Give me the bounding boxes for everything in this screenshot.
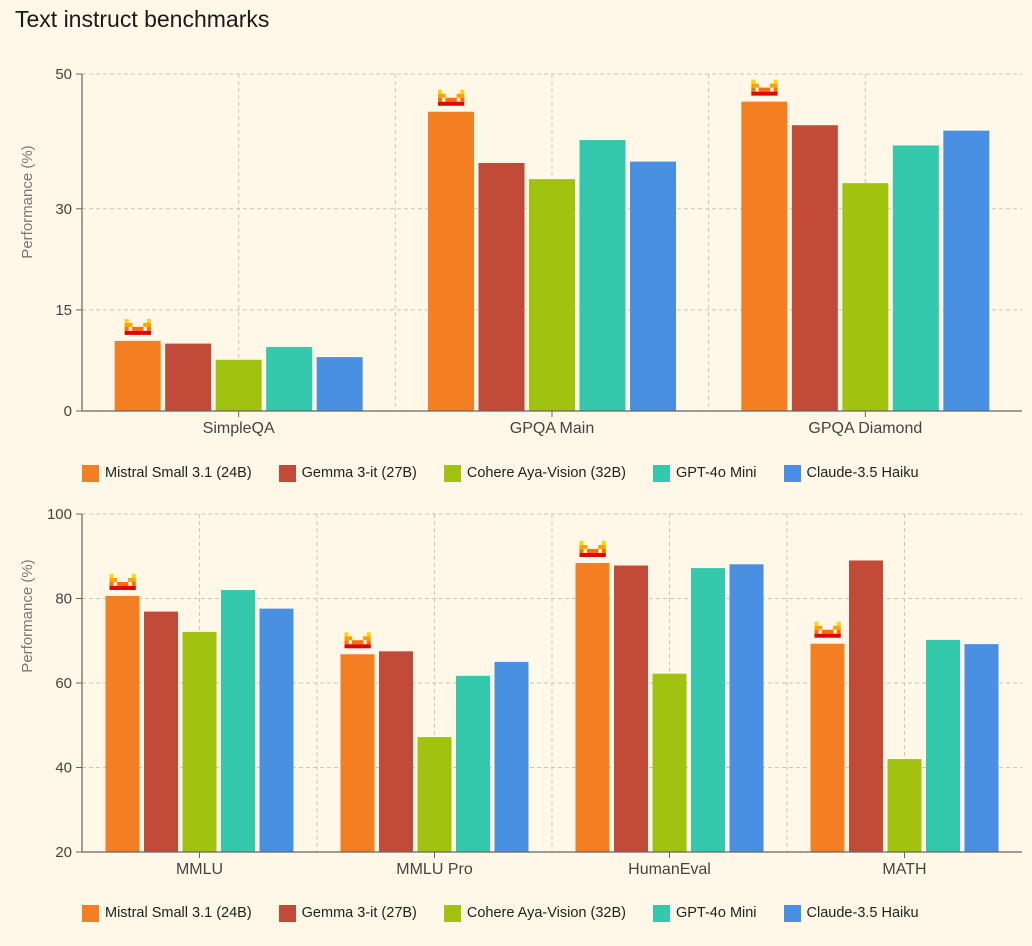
bar [964,644,999,852]
x-tick-label: MATH [882,861,926,878]
bar [478,162,525,411]
page-title: Text instruct benchmarks [15,6,270,32]
x-tick-label: GPQA Main [510,420,594,437]
legend-item: GPT-4o Mini [652,464,757,482]
bar [114,340,161,411]
mistral-logo-icon [579,541,606,558]
y-tick-label: 100 [47,506,72,523]
legend-label: Gemma 3-it (27B) [301,905,417,921]
legend-item: Claude-3.5 Haiku [783,904,919,922]
bar [943,130,990,411]
legend-swatch [652,904,670,922]
bar [266,346,313,411]
bar [630,161,676,411]
bar [340,654,375,852]
bar [215,359,262,411]
bar [182,631,217,852]
bar [614,565,648,852]
x-tick-label: GPQA Diamond [808,420,922,437]
legend-item: Mistral Small 3.1 (24B) [82,904,252,922]
legend-swatch [278,464,296,482]
x-tick-label: MMLU [176,861,223,878]
y-tick-label: 50 [55,66,72,83]
bar [428,111,474,411]
y-tick-label: 60 [55,675,72,692]
y-tick-label: 0 [64,403,72,420]
bar [926,639,960,852]
bar [652,673,687,852]
legend-label: Mistral Small 3.1 (24B) [105,465,252,481]
legend-label: Cohere Aya-Vision (32B) [466,465,626,481]
legend-item: Mistral Small 3.1 (24B) [82,464,252,482]
bar [316,357,363,411]
bar [221,590,255,852]
bar [105,595,140,852]
mistral-logo-icon [438,89,465,106]
legend-bottom: Mistral Small 3.1 (24B) Gemma 3-it (27B) C… [82,902,946,924]
y-axis-label: Performance (%) [19,145,36,258]
bar [741,101,788,411]
bar [729,564,764,852]
legend-label: GPT-4o Mini [675,905,757,921]
bar [691,568,725,852]
bar [849,560,883,852]
mistral-logo-icon [124,318,151,335]
bar [842,183,889,411]
bar [887,759,922,852]
benchmark-chart-bottom: 20 40 60 80 100 Performance (%) MMLU MMLU Pro Hu… [19,506,1022,878]
mistral-logo-icon [344,632,371,649]
legend-top: Mistral Small 3.1 (24B) Gemma 3-it (27B) C… [82,462,946,484]
legend-item: Gemma 3-it (27B) [278,904,417,922]
legend-item: Claude-3.5 Haiku [783,464,919,482]
bar [529,179,575,411]
y-tick-label: 30 [55,201,72,218]
legend-swatch [652,464,670,482]
bar [417,737,452,852]
legend-item: Cohere Aya-Vision (32B) [443,904,626,922]
bar [259,608,294,852]
bar [379,651,413,852]
x-tick-label: SimpleQA [203,420,275,437]
legend-item: Cohere Aya-Vision (32B) [443,464,626,482]
legend-swatch [783,904,801,922]
y-tick-label: 80 [55,591,72,608]
legend-swatch [443,464,461,482]
bar [494,661,529,852]
bar [165,343,212,411]
legend-label: Mistral Small 3.1 (24B) [105,905,252,921]
bar [810,643,845,852]
legend-label: Claude-3.5 Haiku [806,465,919,481]
y-tick-label: 40 [55,760,72,777]
legend-item: Gemma 3-it (27B) [278,464,417,482]
bar [791,125,838,411]
bar [579,140,626,411]
mistral-logo-icon [814,621,841,638]
mistral-logo-icon [751,79,778,96]
legend-label: GPT-4o Mini [675,465,757,481]
mistral-logo-icon [109,573,136,590]
x-tick-label: HumanEval [628,861,711,878]
legend-swatch [82,464,99,482]
y-axis-label: Performance (%) [19,559,36,672]
legend-label: Gemma 3-it (27B) [301,465,417,481]
y-tick-label: 15 [55,302,72,319]
bar [144,611,178,852]
legend-swatch [783,464,801,482]
legend-label: Cohere Aya-Vision (32B) [466,905,626,921]
legend-swatch [278,904,296,922]
legend-swatch [82,904,99,922]
bar [892,145,939,411]
benchmark-chart-top: 0 15 30 50 Performance (%) SimpleQA GPQA Main G… [19,66,1022,437]
x-tick-label: MMLU Pro [396,861,473,878]
bar [575,563,610,852]
legend-item: GPT-4o Mini [652,904,757,922]
y-tick-label: 20 [55,844,72,861]
bar [456,675,490,852]
legend-label: Claude-3.5 Haiku [806,905,919,921]
legend-swatch [443,904,461,922]
